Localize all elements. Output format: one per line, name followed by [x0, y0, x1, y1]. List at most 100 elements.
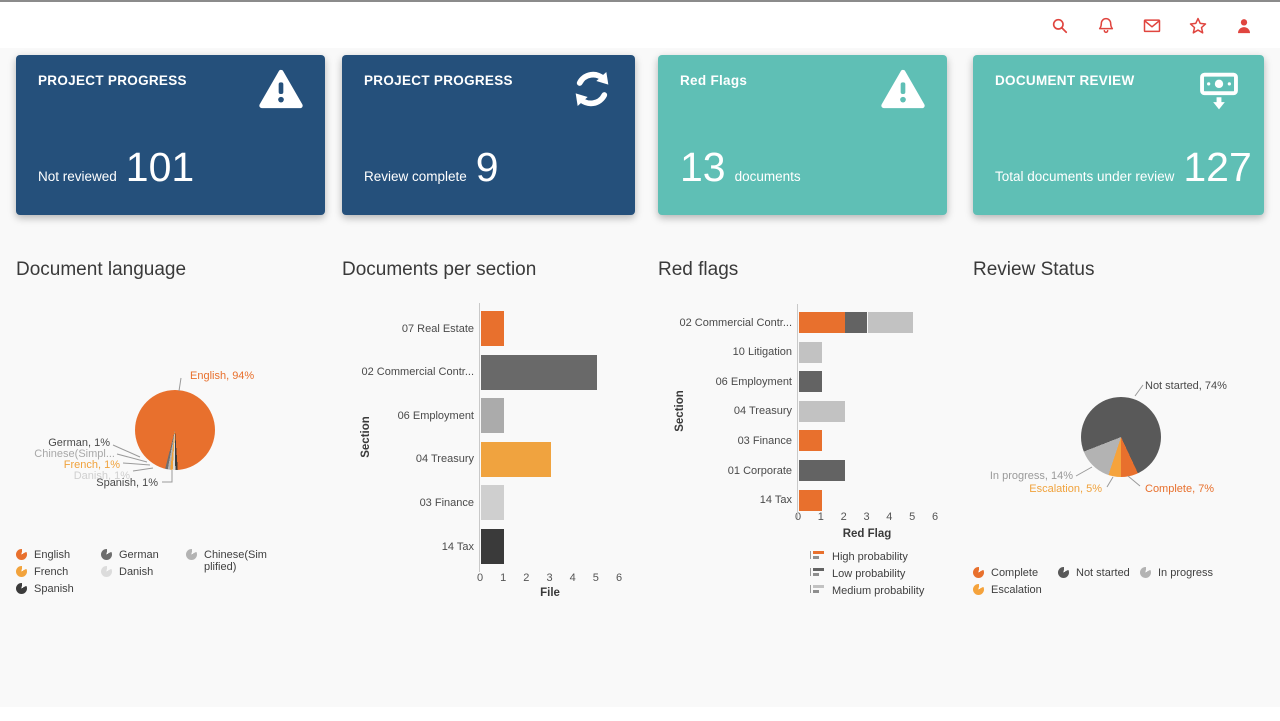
- document-language-legend: English French Spanish German Danish Chi…: [16, 549, 325, 595]
- bar-segment[interactable]: [481, 311, 505, 346]
- pie-slice-swatch: [1140, 567, 1151, 578]
- pie-document-language[interactable]: [135, 390, 215, 470]
- x-axis-tick: 4: [569, 572, 576, 584]
- legend-item-french: French: [16, 566, 101, 578]
- x-axis-tick: 5: [592, 572, 599, 584]
- bar-segment[interactable]: [799, 371, 822, 393]
- kpi-card-not-reviewed[interactable]: PROJECT PROGRESS Not reviewed 101: [16, 55, 325, 215]
- y-axis-line: [797, 304, 798, 519]
- legend-item-low-probability: Low probability: [810, 568, 947, 580]
- pie-slice-swatch: [973, 567, 984, 578]
- legend-label: French: [34, 566, 69, 578]
- card-label: documents: [734, 169, 801, 184]
- legend-label: Complete: [991, 567, 1039, 579]
- category-label: 14 Tax: [441, 540, 474, 553]
- legend-item-in-progress: In progress: [1140, 567, 1213, 579]
- pie-slice-swatch: [16, 583, 27, 594]
- pie-label-chinese: Chinese(Simpl...: [34, 448, 115, 460]
- bar-segment[interactable]: [481, 485, 505, 521]
- bar-segment[interactable]: [481, 354, 597, 390]
- pie-slice-swatch: [101, 549, 112, 560]
- category-label: 04 Treasury: [733, 405, 792, 418]
- category-label: 06 Employment: [397, 409, 474, 422]
- favorites-star-icon[interactable]: [1187, 16, 1208, 37]
- chart-title-document-language: Document language: [16, 259, 187, 280]
- bar-segment[interactable]: [799, 460, 845, 481]
- chart-title-documents-per-section: Documents per section: [342, 259, 537, 280]
- legend-label: Medium probability: [832, 585, 925, 597]
- card-label: Not reviewed: [38, 169, 117, 184]
- column-red-flags: Red Flags 13 documents Red flags Red Fla…: [658, 48, 947, 597]
- bar-segment[interactable]: [481, 398, 505, 434]
- legend-item-high-probability: High probability: [810, 551, 947, 563]
- documents-per-section-bar-chart[interactable]: File Section 07 Real Estate 02 Commercial…: [342, 285, 635, 605]
- warning-icon: [259, 69, 303, 114]
- x-axis-tick: 5: [909, 511, 916, 523]
- x-axis-tick: 0: [794, 511, 802, 523]
- column-documents-per-section: PROJECT PROGRESS Review complete 9 Docum…: [342, 48, 635, 605]
- legend-item-escalation: Escalation: [973, 584, 1058, 596]
- card-title: PROJECT PROGRESS: [38, 73, 187, 88]
- category-label: 01 Corporate: [727, 464, 792, 477]
- pie-label-in-progress: In progress, 14%: [989, 470, 1073, 482]
- card-title: Red Flags: [680, 73, 748, 88]
- legend-item-complete: Complete: [973, 567, 1058, 579]
- notifications-bell-icon[interactable]: [1095, 16, 1116, 37]
- legend-item-spanish: Spanish: [16, 583, 101, 595]
- document-language-pie-chart[interactable]: English, 94% German, 1% Chinese(Simpl...…: [16, 285, 325, 545]
- card-value: 101: [125, 144, 195, 190]
- warning-icon: [881, 69, 925, 114]
- card-label: Total documents under review: [995, 169, 1175, 184]
- legend-label: Spanish: [34, 583, 74, 595]
- bar-segment[interactable]: [867, 312, 914, 333]
- kpi-card-review-complete[interactable]: PROJECT PROGRESS Review complete 9: [342, 55, 635, 215]
- pie-label-english: English, 94%: [190, 370, 255, 382]
- pie-slice-swatch: [1058, 567, 1069, 578]
- bar-segment[interactable]: [799, 400, 845, 422]
- card-value-row: Total documents under review 127: [995, 147, 1252, 188]
- bar-segment[interactable]: [481, 529, 505, 564]
- dashboard-content: PROJECT PROGRESS Not reviewed 101 Docume…: [0, 48, 1280, 707]
- x-axis-title: Red Flag: [842, 528, 892, 540]
- category-label: 10 Litigation: [732, 346, 792, 359]
- chart-title-red-flags: Red flags: [658, 259, 739, 280]
- legend-label: High probability: [832, 551, 908, 563]
- bar-series-swatch: [810, 585, 825, 593]
- y-axis-title: Section: [360, 416, 372, 458]
- legend-item-english: English: [16, 549, 101, 561]
- legend-label: In progress: [1158, 567, 1214, 579]
- bar-segment[interactable]: [481, 441, 551, 477]
- kpi-card-document-review[interactable]: DOCUMENT REVIEW Total documents under re…: [973, 55, 1264, 215]
- red-flags-stacked-bar-chart[interactable]: Red Flag Section 02 Commercial Contr... 1…: [658, 285, 947, 545]
- legend-label: Not started: [1076, 567, 1130, 579]
- pie-slice-swatch: [16, 566, 27, 577]
- pie-review-status[interactable]: [1081, 397, 1161, 477]
- pie-label-escalation: Escalation, 5%: [1029, 483, 1102, 495]
- cash-out-icon: [1196, 69, 1242, 116]
- bar-segment[interactable]: [844, 312, 868, 333]
- card-value-row: 13 documents: [680, 147, 925, 188]
- pie-label-french: French, 1%: [63, 459, 120, 471]
- kpi-card-red-flags[interactable]: Red Flags 13 documents: [658, 55, 947, 215]
- bar-segment[interactable]: [799, 312, 845, 333]
- top-navigation-bar: [0, 0, 1280, 50]
- red-flags-legend: High probability Low probability Medium …: [810, 551, 947, 597]
- bar-segment[interactable]: [799, 341, 822, 363]
- legend-item-medium-probability: Medium probability: [810, 585, 947, 597]
- x-axis-tick: 0: [476, 572, 484, 584]
- review-status-pie-chart[interactable]: Not started, 74% In progress, 14% Escala…: [973, 285, 1264, 545]
- card-value: 127: [1183, 144, 1252, 190]
- mail-icon[interactable]: [1141, 16, 1162, 37]
- x-axis-tick: 3: [863, 511, 870, 523]
- search-icon[interactable]: [1049, 16, 1070, 37]
- legend-label: German: [119, 549, 159, 561]
- account-user-icon[interactable]: [1233, 16, 1254, 37]
- review-status-legend: Complete Escalation Not started In progr…: [973, 567, 1264, 596]
- refresh-icon: [571, 69, 613, 114]
- card-title: DOCUMENT REVIEW: [995, 73, 1135, 88]
- bar-segment[interactable]: [799, 489, 822, 511]
- pie-slice-swatch: [16, 549, 27, 560]
- pie-label-not-started: Not started, 74%: [1145, 380, 1227, 392]
- bar-segment[interactable]: [799, 430, 822, 452]
- pie-slice-swatch: [973, 584, 984, 595]
